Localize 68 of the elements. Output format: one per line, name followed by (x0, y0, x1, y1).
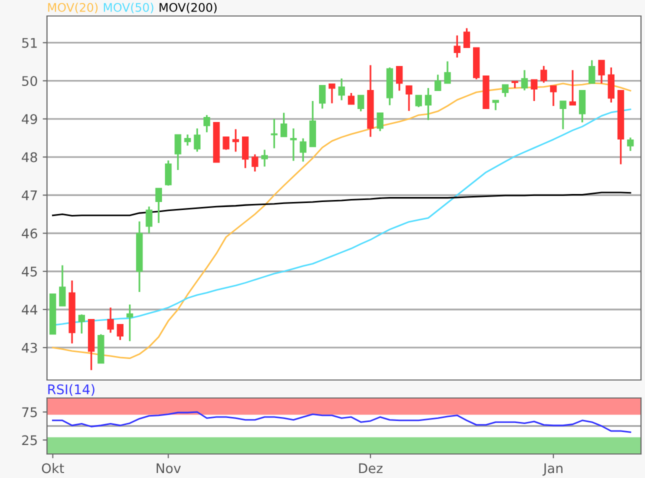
candlestick (300, 138, 306, 162)
candlestick (319, 84, 326, 110)
candlestick (406, 84, 412, 112)
candlestick (116, 324, 124, 341)
candlestick (434, 74, 442, 92)
candlestick (184, 134, 191, 146)
line-series (52, 411, 632, 433)
candlestick (463, 27, 470, 48)
y-tick-label: 50 (22, 76, 38, 86)
candlestick (146, 206, 152, 234)
chart-title: RSI(14) (48, 384, 94, 396)
candlestick (78, 314, 85, 334)
candlestick (396, 65, 403, 92)
candlestick (348, 92, 355, 106)
candlestick (492, 99, 499, 111)
candlestick (550, 84, 557, 107)
candlestick (126, 304, 134, 342)
candlestick (107, 306, 114, 334)
candlestick (164, 160, 172, 186)
y-tick-label: 25 (22, 435, 37, 446)
y-tick-label: 49 (22, 114, 38, 124)
candlestick (270, 118, 278, 150)
candlestick (328, 83, 336, 104)
x-tick-label: Dez (359, 463, 383, 474)
x-tick-label: Jan (542, 463, 562, 476)
candlestick (578, 89, 586, 124)
candlestick (252, 154, 258, 172)
x-tick-label: Okt (42, 463, 64, 474)
candlestick (608, 66, 614, 104)
y-tick-label: 48 (22, 152, 38, 162)
text: MOV(20) (48, 2, 98, 14)
candlestick (59, 264, 66, 307)
text: MOV(200) (160, 2, 217, 14)
y-tick-label: 44 (22, 304, 38, 314)
y-tick-label: 75 (22, 407, 37, 418)
candlestick (530, 78, 538, 102)
candlestick (222, 136, 230, 151)
y-tick-label: 46 (22, 228, 38, 238)
candlestick (290, 128, 297, 162)
candlestick (569, 69, 576, 106)
candlestick (155, 187, 162, 224)
candlestick (444, 60, 451, 84)
candlestick (521, 69, 528, 92)
y-tick-label: 51 (22, 38, 37, 48)
candlestick (194, 128, 201, 153)
y-tick-label: 47 (22, 190, 37, 200)
candlestick (415, 94, 422, 108)
candlestick (203, 114, 210, 134)
candlestick (174, 134, 182, 171)
candlestick (627, 136, 634, 152)
candlestick (338, 78, 345, 102)
candlestick (454, 34, 460, 58)
candlestick (280, 112, 288, 138)
candlestick (358, 94, 364, 112)
candlestick (242, 136, 249, 169)
candlestick (588, 59, 596, 84)
candlestick (560, 100, 566, 130)
y-tick-label: 43 (22, 342, 37, 353)
candlestick (232, 128, 240, 153)
candlestick (261, 148, 268, 168)
candlestick (598, 59, 605, 84)
text: MOV(50) (104, 2, 154, 14)
candlestick (540, 65, 548, 84)
candlestick (502, 84, 509, 98)
candlestick (424, 87, 432, 121)
x-tick-label: Nov (156, 463, 181, 474)
candlestick (376, 112, 384, 132)
y-tick-label: 45 (22, 266, 37, 277)
